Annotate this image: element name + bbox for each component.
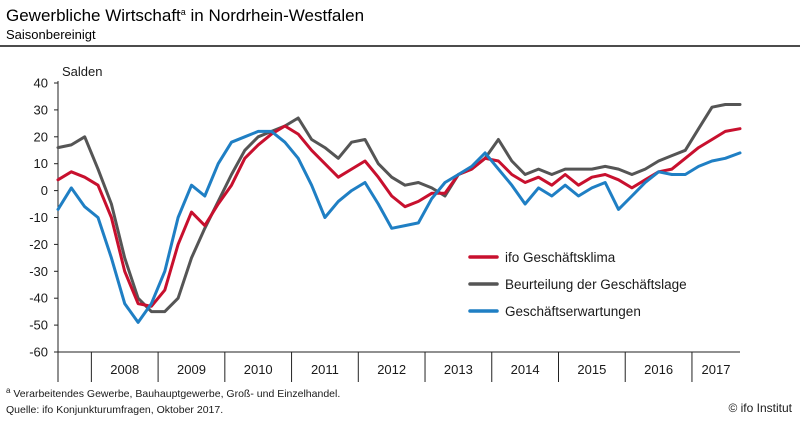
x-tick-label: 2017 — [702, 362, 731, 377]
x-tick-label: 2012 — [377, 362, 406, 377]
series-lines — [56, 103, 742, 324]
y-tick-label: -30 — [29, 264, 48, 279]
source-note: Quelle: ifo Konjunkturumfragen, Oktober … — [6, 404, 223, 416]
y-tick-label: -50 — [29, 318, 48, 333]
y-tick-label: -40 — [29, 291, 48, 306]
x-tick-label: 2014 — [511, 362, 540, 377]
x-tick-label: 2008 — [110, 362, 139, 377]
legend-label: Geschäftserwartungen — [505, 304, 641, 319]
footnote: a Verarbeitendes Gewerbe, Bauhauptgewerb… — [6, 386, 340, 400]
chart-subtitle: Saisonbereinigt — [6, 27, 96, 42]
y-tick-label: 20 — [34, 129, 48, 144]
legend: ifo Geschäftsklima Beurteilung der Geschä… — [468, 250, 687, 319]
legend-label: Beurteilung der Geschäftslage — [505, 277, 687, 292]
series-line-1 — [56, 124, 742, 308]
y-tick-label: 40 — [34, 76, 48, 91]
x-tick-label: 2009 — [177, 362, 206, 377]
y-tick-label: -20 — [29, 237, 48, 252]
x-tick-label: 2015 — [577, 362, 606, 377]
y-tick-label: 30 — [34, 102, 48, 117]
y-tick-label: -60 — [29, 345, 48, 360]
x-tick-label: 2013 — [444, 362, 473, 377]
series-line-3 — [56, 129, 742, 324]
y-tick-label: 0 — [41, 183, 48, 198]
y-axis-label: Salden — [62, 64, 102, 79]
x-tick-label: 2016 — [644, 362, 673, 377]
chart-title: Gewerbliche Wirtschafta in Nordrhein-Wes… — [6, 6, 364, 25]
y-tick-label: 10 — [34, 156, 48, 171]
series-line-2 — [56, 103, 742, 314]
x-tick-label: 2011 — [311, 362, 339, 377]
x-tick-label: 2010 — [244, 362, 273, 377]
y-tick-label: -10 — [29, 210, 48, 225]
legend-label: ifo Geschäftsklima — [505, 250, 616, 265]
ifo-credit: © ifo Institut — [728, 401, 792, 415]
